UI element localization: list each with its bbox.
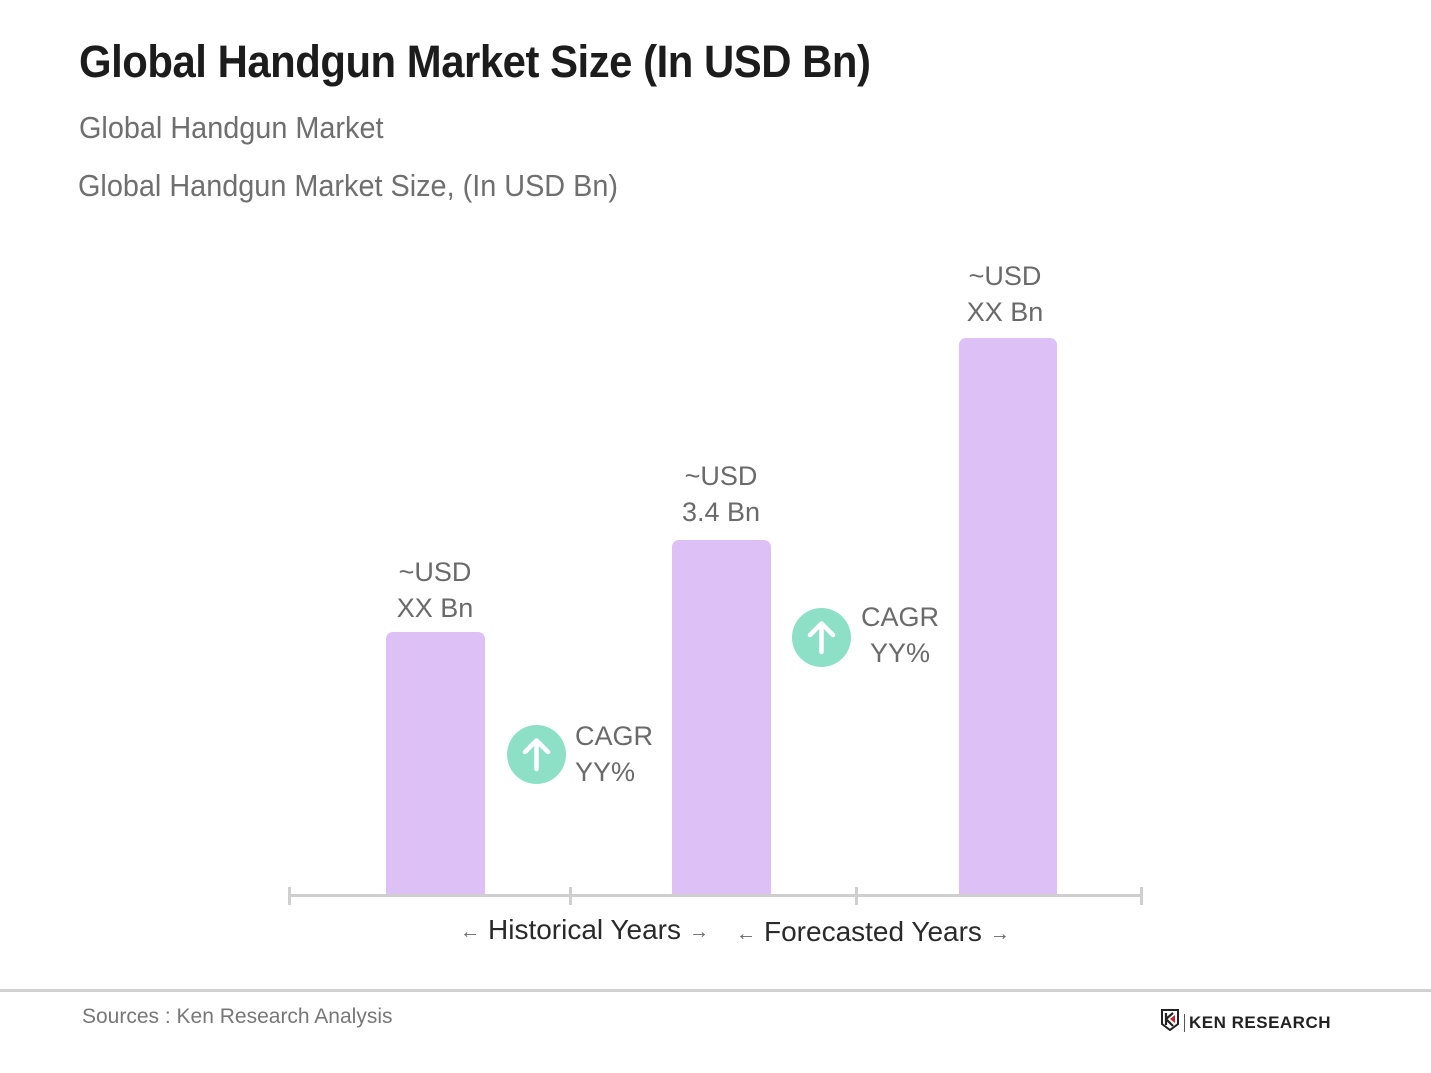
historical-years-text: Historical Years [488,914,681,945]
bar-label-value: 3.4 Bn [681,497,761,527]
bar-label-3: ~USD XX Bn [925,258,1085,330]
forecasted-years-label: ← Forecasted Years → [728,916,1018,948]
chart-title: Global Handgun Market Size (In USD Bn) [79,36,871,87]
bar-label-currency: ~USD [684,461,758,491]
logo-separator [1184,1013,1185,1032]
footer-divider [0,989,1431,992]
axis-tick [569,887,572,905]
axis-tick [288,887,291,905]
cagr-title: CAGR [575,721,654,751]
logo-text: KEN RESEARCH [1189,1012,1332,1032]
source-note: Sources : Ken Research Analysis [82,1005,393,1028]
cagr-label-1: CAGR YY% [575,718,653,790]
bar-label-1: ~USD XX Bn [355,554,515,626]
bar-label-value: XX Bn [966,297,1044,327]
arrow-left-icon: ← [460,920,480,943]
arrow-up-icon [507,725,566,784]
bar-base-year [672,540,771,895]
cagr-value: YY% [575,757,636,787]
chart-subtitle: Global Handgun Market [79,110,384,145]
bar-label-currency: ~USD [398,557,472,587]
axis-tick [855,887,858,905]
cagr-value: YY% [869,638,931,668]
bar-label-currency: ~USD [968,261,1042,291]
cagr-title: CAGR [861,602,940,632]
x-axis [289,894,1142,897]
forecasted-years-text: Forecasted Years [764,916,982,947]
historical-years-label: ← Historical Years → [452,914,717,946]
axis-tick [1140,887,1143,905]
bar-label-value: XX Bn [396,593,474,623]
ken-research-logo-icon [1160,1009,1180,1036]
cagr-label-2: CAGR YY% [861,599,939,671]
bar-forecast [959,338,1057,895]
chart-description: Global Handgun Market Size, (In USD Bn) [78,168,619,203]
arrow-right-icon: → [989,922,1010,945]
arrow-up-icon [792,608,851,667]
arrow-left-icon: ← [736,922,756,945]
arrow-right-icon: → [688,920,709,943]
ken-research-logo: KEN RESEARCH [1160,1009,1331,1036]
bar-historical [386,632,485,895]
bar-label-2: ~USD 3.4 Bn [641,458,801,530]
